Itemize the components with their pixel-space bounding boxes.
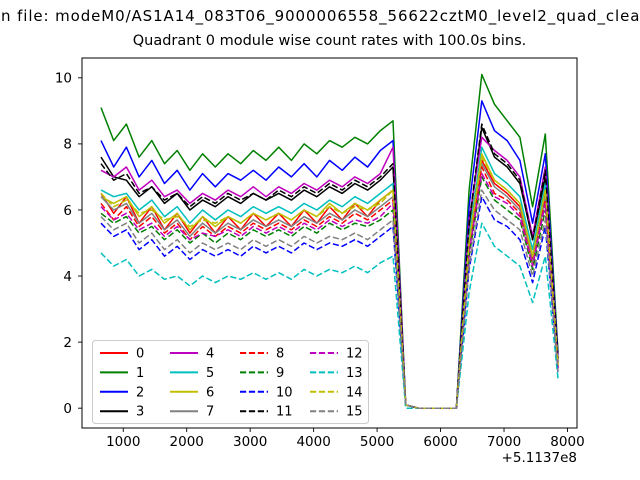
legend-item-9: 9 (240, 366, 284, 381)
legend-label-15: 15 (346, 405, 363, 420)
legend-item-13: 13 (310, 366, 363, 381)
axes-title: Quadrant 0 module wise count rates with … (132, 33, 527, 49)
series-line-15 (100, 189, 559, 409)
legend-item-7: 7 (170, 405, 214, 420)
legend-label-8: 8 (276, 347, 284, 362)
x-tick-label: 4000 (296, 434, 330, 450)
legend-label-3: 3 (136, 405, 144, 420)
legend-item-3: 3 (100, 405, 144, 420)
series-line-8 (100, 166, 559, 409)
legend-item-10: 10 (240, 385, 293, 400)
legend-item-6: 6 (170, 385, 214, 400)
legend-label-14: 14 (346, 385, 363, 400)
legend-label-6: 6 (206, 385, 214, 400)
legend-item-8: 8 (240, 347, 284, 362)
legend-label-0: 0 (136, 347, 144, 362)
axes-frame (81, 57, 578, 429)
legend-label-9: 9 (276, 366, 284, 381)
legend-item-0: 0 (100, 347, 144, 362)
y-tick-label: 4 (63, 269, 72, 285)
legend-label-13: 13 (346, 366, 363, 381)
x-tick-label: 6000 (423, 434, 457, 450)
series-line-7 (100, 162, 559, 409)
series-line-10 (100, 195, 559, 409)
series-line-14 (100, 156, 559, 409)
x-tick-label: 8000 (550, 434, 584, 450)
series-line-12 (100, 172, 559, 409)
series-line-11 (100, 123, 559, 409)
x-axis-offset-label: +5.1137e8 (501, 450, 577, 466)
x-tick-label: 5000 (360, 434, 394, 450)
legend-label-11: 11 (276, 405, 293, 420)
legend-label-1: 1 (136, 366, 144, 381)
legend-item-11: 11 (240, 405, 293, 420)
legend-item-12: 12 (310, 347, 363, 362)
legend-label-7: 7 (206, 405, 214, 420)
legend-label-10: 10 (276, 385, 293, 400)
legend-item-5: 5 (170, 366, 214, 381)
y-tick-label: 0 (63, 401, 72, 417)
legend-item-14: 14 (310, 385, 363, 400)
x-tick-label: 7000 (487, 434, 521, 450)
series-line-6 (100, 153, 559, 409)
legend-item-1: 1 (100, 366, 144, 381)
x-tick-label: 1000 (106, 434, 140, 450)
x-tick-label: 2000 (170, 434, 204, 450)
legend-label-2: 2 (136, 385, 144, 400)
legend-label-12: 12 (346, 347, 363, 362)
y-tick-label: 10 (55, 71, 72, 87)
x-tick-label: 3000 (233, 434, 267, 450)
y-tick-label: 2 (63, 335, 72, 351)
legend-label-5: 5 (206, 366, 214, 381)
series-line-13 (100, 222, 559, 409)
series-line-4 (100, 136, 559, 409)
legend-label-4: 4 (206, 347, 214, 362)
legend-item-4: 4 (170, 347, 214, 362)
series-line-2 (100, 100, 559, 409)
y-tick-label: 8 (63, 137, 72, 153)
legend-item-15: 15 (310, 405, 363, 420)
series-line-5 (100, 146, 559, 409)
legend-box (92, 340, 369, 424)
legend-item-2: 2 (100, 385, 144, 400)
y-tick-label: 6 (63, 203, 72, 219)
figure-suptitle: n file: modeM0/AS1A14_083T06_9000006558_… (1, 7, 640, 25)
series-line-1 (100, 73, 559, 409)
